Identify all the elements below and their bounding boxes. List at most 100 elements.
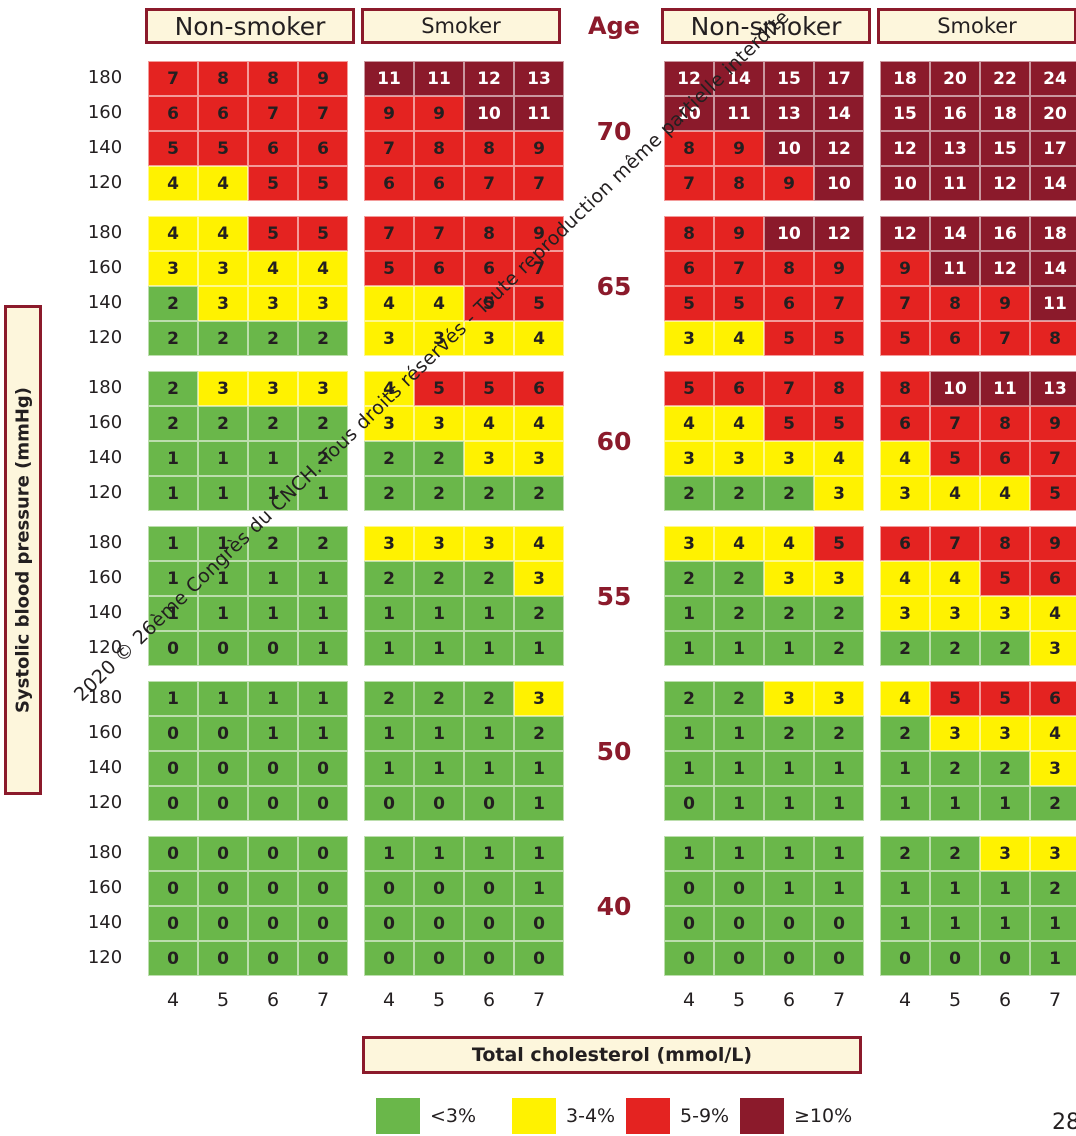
risk-cell: 0	[248, 871, 298, 906]
risk-cell: 12	[880, 131, 930, 166]
risk-cell: 5	[814, 321, 864, 356]
risk-cell: 8	[1030, 321, 1076, 356]
sbp-label: 120	[87, 482, 123, 503]
risk-cell: 4	[514, 321, 564, 356]
legend-label: ≥10%	[794, 1105, 853, 1127]
risk-cell: 4	[714, 321, 764, 356]
risk-cell: 6	[764, 286, 814, 321]
risk-cell: 3	[298, 371, 348, 406]
risk-cell: 12	[814, 131, 864, 166]
risk-cell: 2	[414, 441, 464, 476]
risk-cell: 9	[814, 251, 864, 286]
sbp-label: 180	[87, 532, 123, 553]
x-axis-label: Total cholesterol (mmol/L)	[362, 1036, 862, 1074]
risk-cell: 1	[980, 906, 1030, 941]
risk-cell: 7	[364, 131, 414, 166]
risk-cell: 15	[880, 96, 930, 131]
risk-cell: 0	[148, 716, 198, 751]
risk-cell: 1	[814, 751, 864, 786]
risk-cell: 4	[248, 251, 298, 286]
risk-cell: 3	[764, 441, 814, 476]
risk-cell: 1	[714, 631, 764, 666]
risk-cell: 4	[198, 216, 248, 251]
risk-cell: 3	[664, 321, 714, 356]
risk-cell: 1	[514, 836, 564, 871]
risk-cell: 10	[930, 371, 980, 406]
risk-cell: 8	[664, 216, 714, 251]
risk-cell: 8	[980, 526, 1030, 561]
risk-cell: 17	[1030, 131, 1076, 166]
risk-cell: 2	[764, 716, 814, 751]
risk-cell: 3	[364, 321, 414, 356]
risk-cell: 0	[930, 941, 980, 976]
risk-cell: 0	[414, 906, 464, 941]
y-axis-label-box	[4, 305, 42, 795]
risk-cell: 0	[148, 631, 198, 666]
cholesterol-tick: 7	[832, 989, 846, 1011]
risk-cell: 0	[364, 786, 414, 821]
risk-cell: 1	[764, 836, 814, 871]
risk-cell: 4	[714, 406, 764, 441]
risk-cell: 1	[148, 596, 198, 631]
risk-cell: 7	[148, 61, 198, 96]
risk-cell: 6	[930, 321, 980, 356]
risk-cell: 0	[198, 941, 248, 976]
risk-cell: 1	[298, 631, 348, 666]
legend-swatch	[740, 1098, 784, 1134]
risk-cell: 13	[764, 96, 814, 131]
risk-cell: 13	[930, 131, 980, 166]
risk-cell: 1	[880, 751, 930, 786]
risk-cell: 0	[248, 786, 298, 821]
risk-cell: 3	[930, 716, 980, 751]
risk-cell: 6	[198, 96, 248, 131]
risk-cell: 1	[464, 836, 514, 871]
risk-cell: 3	[764, 561, 814, 596]
risk-cell: 6	[880, 406, 930, 441]
risk-cell: 1	[980, 786, 1030, 821]
risk-cell: 5	[814, 526, 864, 561]
risk-cell: 1	[514, 751, 564, 786]
risk-cell: 5	[930, 441, 980, 476]
risk-cell: 16	[930, 96, 980, 131]
risk-cell: 2	[880, 716, 930, 751]
risk-cell: 0	[764, 941, 814, 976]
risk-cell: 0	[148, 906, 198, 941]
risk-cell: 0	[198, 836, 248, 871]
sbp-label: 140	[87, 447, 123, 468]
risk-cell: 1	[714, 716, 764, 751]
risk-cell: 0	[464, 941, 514, 976]
risk-cell: 1	[198, 476, 248, 511]
risk-cell: 10	[880, 166, 930, 201]
risk-cell: 12	[814, 216, 864, 251]
risk-cell: 5	[464, 286, 514, 321]
cholesterol-tick: 5	[948, 989, 962, 1011]
risk-cell: 4	[1030, 716, 1076, 751]
sbp-label: 160	[87, 102, 123, 123]
risk-cell: 3	[364, 406, 414, 441]
risk-cell: 7	[1030, 441, 1076, 476]
risk-cell: 1	[248, 681, 298, 716]
risk-cell: 1	[764, 786, 814, 821]
risk-cell: 1	[198, 441, 248, 476]
risk-cell: 1	[414, 631, 464, 666]
risk-cell: 2	[930, 751, 980, 786]
risk-cell: 4	[980, 476, 1030, 511]
legend-item: 5-9%	[626, 1098, 729, 1134]
risk-cell: 0	[298, 941, 348, 976]
sbp-label: 160	[87, 412, 123, 433]
risk-cell: 5	[364, 251, 414, 286]
risk-cell: 14	[1030, 166, 1076, 201]
risk-cell: 5	[148, 131, 198, 166]
risk-cell: 6	[414, 166, 464, 201]
risk-cell: 2	[248, 321, 298, 356]
risk-cell: 5	[1030, 476, 1076, 511]
age-label: 55	[596, 582, 632, 611]
risk-cell: 12	[980, 166, 1030, 201]
risk-cell: 5	[764, 321, 814, 356]
risk-cell: 5	[814, 406, 864, 441]
risk-cell: 0	[198, 906, 248, 941]
risk-cell: 1	[248, 561, 298, 596]
risk-cell: 1	[248, 596, 298, 631]
risk-cell: 2	[364, 681, 414, 716]
risk-cell: 2	[1030, 786, 1076, 821]
